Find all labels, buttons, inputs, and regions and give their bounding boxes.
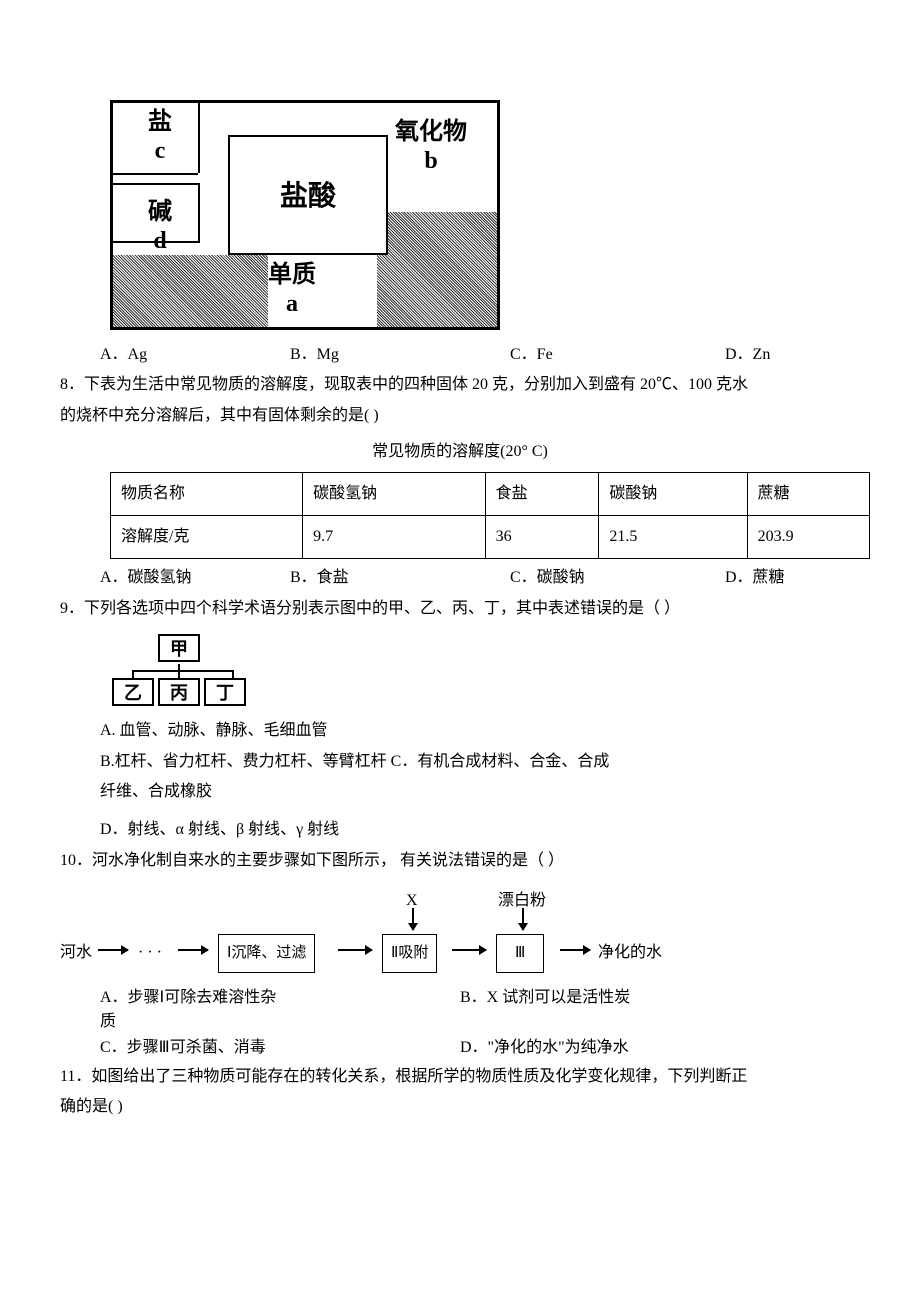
- option-d: D．Zn: [725, 340, 770, 370]
- q10-line: 河水净化制自来水的主要步骤如下图所示， 有关说法错误的是（ ）: [92, 852, 564, 869]
- label-oxide-b: 氧化物 b: [395, 118, 467, 176]
- q10-text: 10．河水净化制自来水的主要步骤如下图所示， 有关说法错误的是（ ）: [60, 846, 860, 876]
- label-text: 盐: [148, 109, 172, 135]
- q9-option-bc2: 纤维、合成橡胶: [60, 777, 860, 807]
- q8-options: A．碳酸氢钠 B．食盐 C．碳酸钠 D．蔗糖: [60, 563, 860, 593]
- opt-text: A．步骤Ⅰ可除去难溶性杂: [100, 989, 276, 1006]
- arrow-icon: [452, 949, 486, 951]
- option-b: B．食盐: [290, 563, 510, 593]
- flow-box3: Ⅲ: [496, 934, 544, 973]
- label-text: 单质: [268, 262, 316, 288]
- cell: 物质名称: [111, 472, 303, 515]
- q9-text: 9．下列各选项中四个科学术语分别表示图中的甲、乙、丙、丁，其中表述错误的是（ ）: [60, 594, 860, 624]
- label-text: 氧化物: [395, 119, 467, 145]
- q10-options: A．步骤Ⅰ可除去难溶性杂 质 B．X 试剂可以是活性炭 C．步骤Ⅲ可杀菌、消毒 …: [60, 986, 860, 1062]
- cell: 溶解度/克: [111, 515, 303, 558]
- q11-line1: 如图给出了三种物质可能存在的转化关系，根据所学的物质性质及化学变化规律，下列判断…: [91, 1068, 747, 1085]
- cell: 蔗糖: [747, 472, 869, 515]
- flow-dots: · · ·: [138, 938, 162, 968]
- q8-line1: 下表为生活中常见物质的溶解度，现取表中的四种固体 20 克，分别加入到盛有 20…: [84, 376, 748, 393]
- arrow-icon: [522, 908, 524, 930]
- tree-node: 丙: [158, 678, 200, 706]
- tree-node: 丁: [204, 678, 246, 706]
- divider: [198, 183, 200, 243]
- arrow-icon: [338, 949, 372, 951]
- cell: 碳酸氢钠: [303, 472, 486, 515]
- arrow-icon: [98, 949, 128, 951]
- tree-node-top: 甲: [158, 634, 200, 662]
- tree-connector: [132, 664, 272, 678]
- label-text: d: [153, 228, 166, 254]
- option-d: D．"净化的水"为纯净水: [460, 1036, 820, 1060]
- divider: [198, 103, 200, 173]
- divider: [113, 183, 198, 185]
- q8-table-title: 常见物质的溶解度(20° C): [60, 437, 860, 467]
- q8-text: 8．下表为生活中常见物质的溶解度，现取表中的四种固体 20 克，分别加入到盛有 …: [60, 370, 860, 400]
- tree-node: 乙: [112, 678, 154, 706]
- q9-option-d: D．射线、α 射线、β 射线、γ 射线: [60, 815, 860, 845]
- option-a: A．碳酸氢钠: [100, 563, 290, 593]
- label-base-d: 碱 d: [148, 198, 172, 256]
- option-c: C．Fe: [510, 340, 725, 370]
- q8-line2: 的烧杯中充分溶解后，其中有固体剩余的是( ): [60, 401, 860, 431]
- cell: 21.5: [599, 515, 747, 558]
- q7-options: A．Ag B．Mg C．Fe D．Zn: [60, 340, 860, 370]
- cell: 36: [485, 515, 599, 558]
- opt-text: 质: [100, 1013, 116, 1030]
- q9-tree-figure: 甲 乙 丙 丁: [110, 634, 860, 706]
- option-b: B．Mg: [290, 340, 510, 370]
- cell: 碳酸钠: [599, 472, 747, 515]
- cell: 食盐: [485, 472, 599, 515]
- q9-number: 9．: [60, 600, 84, 617]
- option-d: D．蔗糖: [725, 563, 785, 593]
- label-text: c: [155, 138, 166, 164]
- arrow-icon: [412, 908, 414, 930]
- cell: 203.9: [747, 515, 869, 558]
- label-element-a: 单质 a: [268, 261, 316, 319]
- table-row: 溶解度/克 9.7 36 21.5 203.9: [111, 515, 870, 558]
- arrow-icon: [560, 949, 590, 951]
- flow-box1: Ⅰ沉降、过滤: [218, 934, 315, 973]
- label-text: 碱: [148, 199, 172, 225]
- flow-start: 河水: [60, 938, 92, 968]
- center-label: 盐酸: [228, 135, 388, 255]
- option-b: B．X 试剂可以是活性炭: [460, 986, 820, 1034]
- option-c: C．步骤Ⅲ可杀菌、消毒: [100, 1036, 460, 1060]
- arrow-icon: [178, 949, 208, 951]
- cell: 9.7: [303, 515, 486, 558]
- q8-number: 8．: [60, 376, 84, 393]
- q8-table: 物质名称 碳酸氢钠 食盐 碳酸钠 蔗糖 溶解度/克 9.7 36 21.5 20…: [110, 472, 870, 560]
- option-a: A．步骤Ⅰ可除去难溶性杂 质: [100, 986, 460, 1034]
- q7-diagram: 盐酸 盐 c 氧化物 b 碱 d 单质 a: [110, 100, 500, 330]
- label-salt-c: 盐 c: [148, 108, 172, 166]
- shade-bottom-left: [113, 255, 268, 327]
- q9-option-a: A. 血管、动脉、静脉、毛细血管: [60, 716, 860, 746]
- label-text: b: [424, 148, 437, 174]
- flow-end: 净化的水: [598, 938, 662, 968]
- q9-line: 下列各选项中四个科学术语分别表示图中的甲、乙、丙、丁，其中表述错误的是（ ）: [84, 600, 680, 617]
- q7-figure: 盐酸 盐 c 氧化物 b 碱 d 单质 a: [110, 100, 860, 330]
- q10-flowchart: 河水 · · · Ⅰ沉降、过滤 Ⅱ吸附 Ⅲ 净化的水 X 漂白粉: [60, 886, 860, 976]
- divider: [113, 173, 198, 175]
- option-c: C．碳酸钠: [510, 563, 725, 593]
- q11-line2: 确的是( ): [60, 1092, 860, 1122]
- shade-bottom-right: [377, 212, 497, 327]
- q11-text: 11．如图给出了三种物质可能存在的转化关系，根据所学的物质性质及化学变化规律，下…: [60, 1062, 860, 1092]
- q9-option-bc: B.杠杆、省力杠杆、费力杠杆、等臂杠杆 C．有机合成材料、合金、合成: [60, 747, 860, 777]
- option-a: A．Ag: [100, 340, 290, 370]
- flow-box2: Ⅱ吸附: [382, 934, 437, 973]
- q10-number: 10．: [60, 852, 92, 869]
- label-text: a: [286, 291, 298, 317]
- q11-number: 11．: [60, 1068, 91, 1085]
- table-row: 物质名称 碳酸氢钠 食盐 碳酸钠 蔗糖: [111, 472, 870, 515]
